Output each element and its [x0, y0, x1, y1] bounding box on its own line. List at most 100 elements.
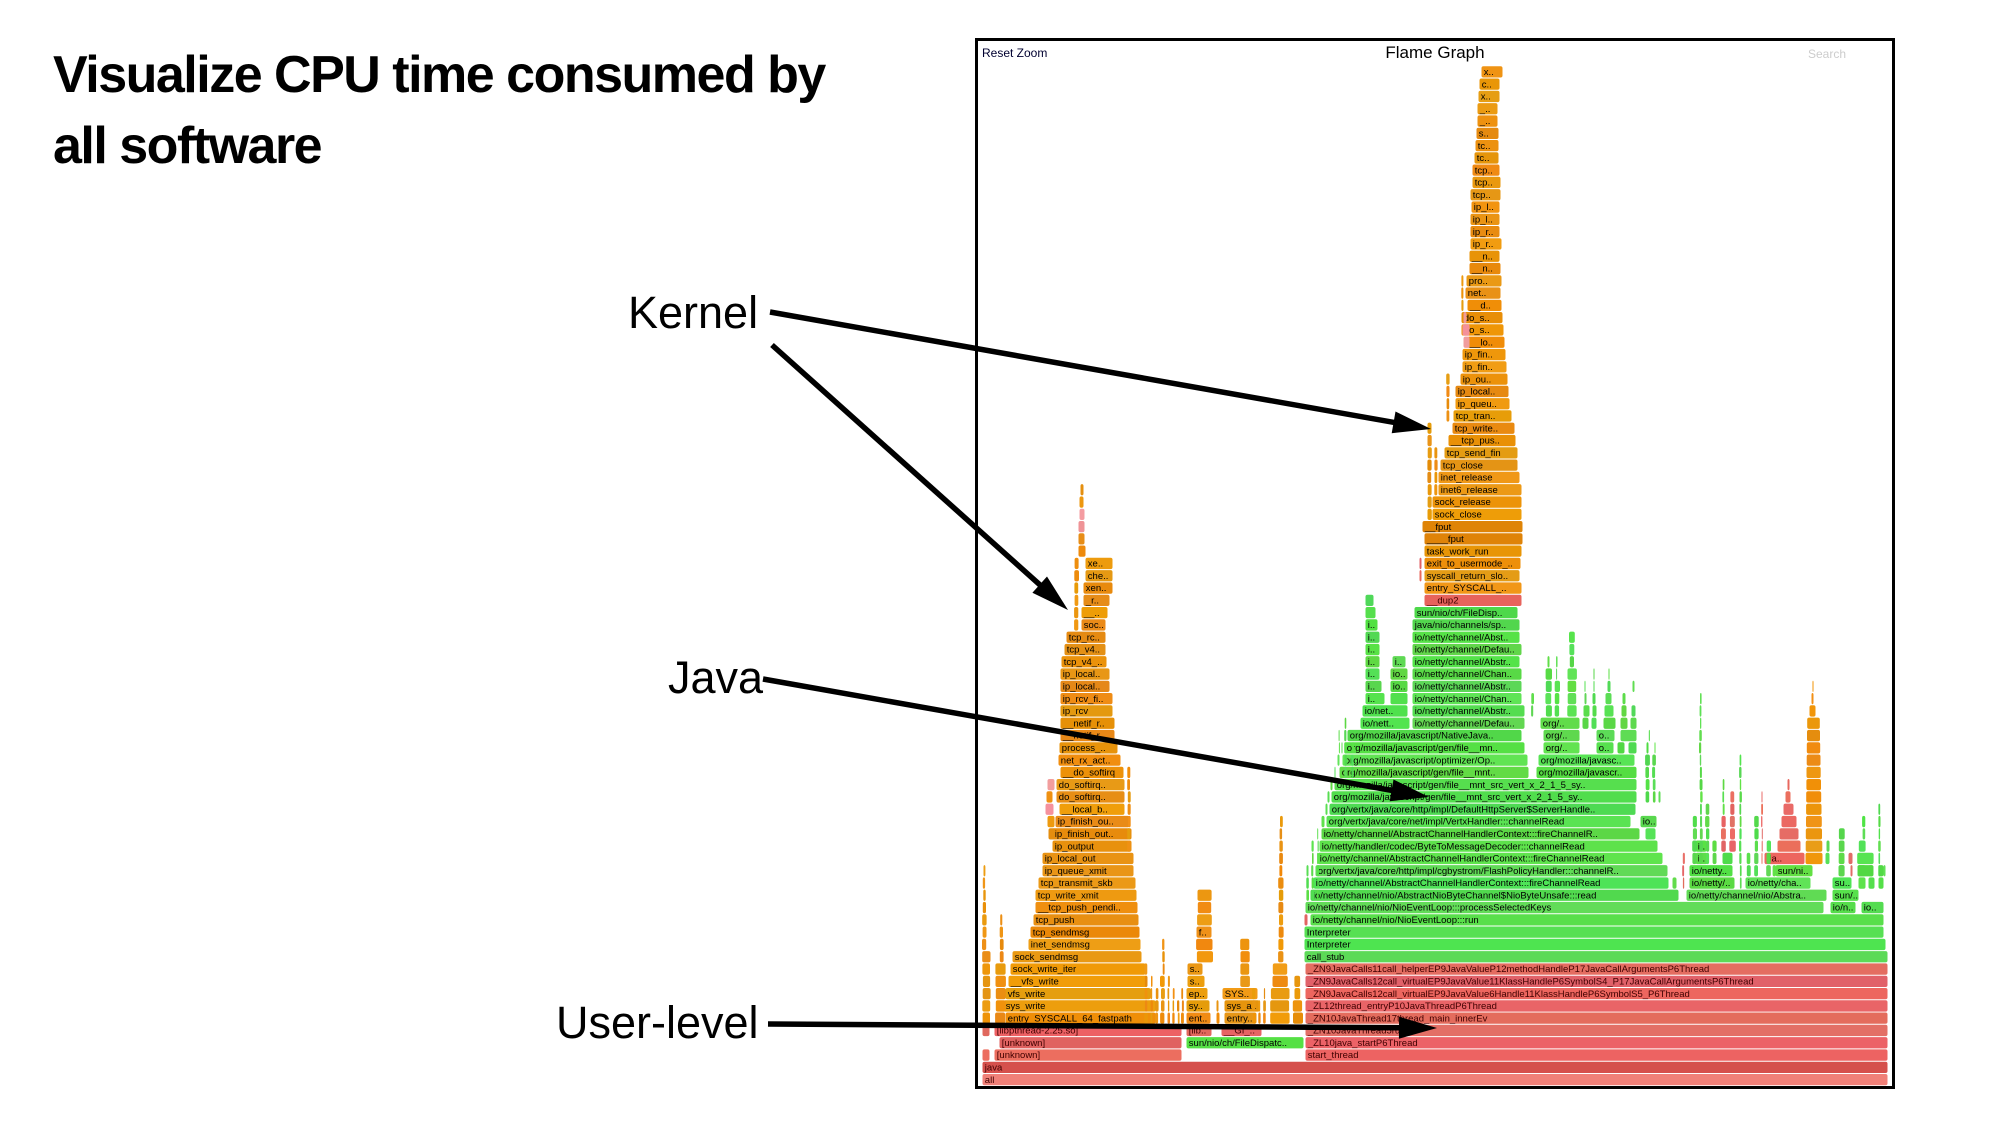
- svg-text:su..: su..: [1835, 878, 1850, 889]
- svg-text:[lib..: [lib..: [1189, 1026, 1206, 1037]
- svg-text:io/netty/channel/Abstr..: io/netty/channel/Abstr..: [1415, 657, 1511, 668]
- svg-text:i..: i..: [1368, 669, 1375, 680]
- svg-text:sock_release: sock_release: [1435, 497, 1491, 508]
- svg-text:vfs_write: vfs_write: [1008, 989, 1045, 1000]
- svg-text:org/mozilla/javascript/gen/fil: org/mozilla/javascript/gen/file__mnt..: [1342, 768, 1496, 779]
- svg-text:[libpthread-2.25.so]: [libpthread-2.25.so]: [997, 1026, 1078, 1037]
- svg-text:Reset Zoom: Reset Zoom: [982, 46, 1047, 60]
- svg-text:_ZL10java_startP6Thread: _ZL10java_startP6Thread: [1307, 1038, 1418, 1049]
- svg-text:sock_write_iter: sock_write_iter: [1013, 964, 1076, 975]
- svg-text:ip_l..: ip_l..: [1474, 202, 1494, 213]
- svg-text:io/netty/channel/nio/NioEventL: io/netty/channel/nio/NioEventLoop:::proc…: [1308, 903, 1552, 914]
- svg-text:org/vertx/java/core/net/impl/V: org/vertx/java/core/net/impl/VertxHandle…: [1329, 817, 1565, 828]
- svg-text:tcp_transmit_skb: tcp_transmit_skb: [1041, 878, 1113, 889]
- svg-text:ent..: ent..: [1189, 1013, 1208, 1024]
- svg-text:ip_r..: ip_r..: [1473, 239, 1494, 250]
- svg-text:SYS..: SYS..: [1225, 989, 1249, 1000]
- svg-text:io/n..: io/n..: [1833, 903, 1854, 914]
- svg-text:_r..: _r..: [1085, 596, 1099, 607]
- svg-text:tcp_rc..: tcp_rc..: [1069, 632, 1100, 643]
- svg-text:org/..: org/..: [1546, 743, 1568, 754]
- svg-text:i..: i..: [1395, 657, 1402, 668]
- svg-text:sun/nio/ch/FileDisp..: sun/nio/ch/FileDisp..: [1417, 608, 1503, 619]
- svg-text:net..: net..: [1468, 288, 1487, 299]
- svg-text:tc..: tc..: [1478, 141, 1491, 152]
- svg-text:io/netty/channel/nio/NioEventL: io/netty/channel/nio/NioEventLoop:::run: [1313, 915, 1479, 926]
- svg-text:_..: _..: [1479, 116, 1491, 127]
- svg-text:__d..: __d..: [1469, 301, 1491, 312]
- svg-text:__vfs_write: __vfs_write: [1010, 977, 1059, 988]
- svg-text:x..: x..: [1484, 67, 1494, 78]
- svg-text:entry_SYSCALL_64_fastpath: entry_SYSCALL_64_fastpath: [1008, 1013, 1132, 1024]
- svg-text:ip_fin..: ip_fin..: [1465, 350, 1493, 361]
- svg-text:io/netty/channel/Defau..: io/netty/channel/Defau..: [1415, 645, 1515, 656]
- svg-text:ip_fin..: ip_fin..: [1465, 362, 1493, 373]
- svg-text:__fput: __fput: [1424, 522, 1452, 533]
- svg-text:inet_sendmsg: inet_sendmsg: [1031, 940, 1090, 951]
- svg-text:ip_local..: ip_local..: [1063, 669, 1101, 680]
- svg-text:java/nio/channels/sp..: java/nio/channels/sp..: [1414, 620, 1506, 631]
- svg-text:____fput: ____fput: [1426, 534, 1464, 545]
- svg-text:io..: io..: [1393, 682, 1406, 693]
- svg-text:org/mozilla/javascr..: org/mozilla/javascr..: [1539, 768, 1622, 779]
- svg-text:__do_softirq: __do_softirq: [1062, 768, 1115, 779]
- svg-text:tcp_write..: tcp_write..: [1455, 423, 1498, 434]
- svg-text:[unknown]: [unknown]: [997, 1050, 1040, 1061]
- svg-text:pro..: pro..: [1469, 276, 1488, 287]
- svg-text:Ja..: Ja..: [1767, 854, 1782, 865]
- svg-text:ip_queu..: ip_queu..: [1458, 399, 1497, 410]
- svg-text:io/netty..: io/netty..: [1692, 866, 1727, 877]
- svg-text:ip_output: ip_output: [1055, 841, 1094, 852]
- svg-text:org/vertx/java/core/http/impl/: org/vertx/java/core/http/impl/DefaultHtt…: [1332, 804, 1595, 815]
- svg-text:tc..: tc..: [1477, 153, 1490, 164]
- svg-text:_..: _..: [1479, 104, 1491, 115]
- svg-text:ep..: ep..: [1189, 989, 1205, 1000]
- svg-text:all: all: [985, 1075, 995, 1086]
- svg-text:Interpreter: Interpreter: [1307, 927, 1351, 938]
- svg-text:tcp_close: tcp_close: [1443, 460, 1483, 471]
- svg-text:ip_r..: ip_r..: [1473, 227, 1494, 238]
- svg-text:xen..: xen..: [1086, 583, 1107, 594]
- svg-text:soc..: soc..: [1084, 620, 1104, 631]
- svg-text:io/netty/cha..: io/netty/cha..: [1748, 878, 1802, 889]
- svg-text:i..: i..: [1368, 657, 1375, 668]
- svg-text:__n..: __n..: [1471, 264, 1493, 275]
- svg-text:sock_sendmsg: sock_sendmsg: [1015, 952, 1078, 963]
- svg-text:_ZL12thread_entryP10JavaThread: _ZL12thread_entryP10JavaThreadP6Thread: [1307, 1001, 1497, 1012]
- svg-text:ip_l..: ip_l..: [1473, 215, 1493, 226]
- svg-text:io/net..: io/net..: [1365, 706, 1394, 717]
- svg-text:__n..: __n..: [1471, 251, 1493, 262]
- svg-text:_ZN9JavaCalls12call_virtualEP9: _ZN9JavaCalls12call_virtualEP9JavaValue6…: [1307, 989, 1690, 1000]
- svg-text:io/netty/channel/Abstr..: io/netty/channel/Abstr..: [1415, 706, 1511, 717]
- svg-text:che..: che..: [1088, 571, 1109, 582]
- svg-text:org/mozilla/javascript/NativeJ: org/mozilla/javascript/NativeJava..: [1350, 731, 1494, 742]
- svg-text:tcp_v4_..: tcp_v4_..: [1064, 657, 1103, 668]
- svg-text:start_thread: start_thread: [1308, 1050, 1359, 1061]
- svg-text:entry_SYSCALL_..: entry_SYSCALL_..: [1427, 583, 1507, 594]
- svg-text:org/..: org/..: [1543, 718, 1565, 729]
- svg-text:call_stub: call_stub: [1307, 952, 1345, 963]
- svg-text:i..: i..: [1368, 694, 1375, 705]
- svg-text:io/nett..: io/nett..: [1363, 718, 1394, 729]
- svg-text:f..: f..: [1199, 927, 1207, 938]
- svg-text:org/mozilla/javascript/gen/fil: org/mozilla/javascript/gen/file__mnt_src…: [1334, 792, 1583, 803]
- svg-text:i..: i..: [1368, 682, 1375, 693]
- svg-text:inet_release: inet_release: [1441, 473, 1493, 484]
- svg-text:Search: Search: [1808, 47, 1846, 61]
- svg-text:ip_finish_out..: ip_finish_out..: [1055, 829, 1114, 840]
- svg-text:ip_rcv_fi..: ip_rcv_fi..: [1063, 694, 1104, 705]
- svg-text:_ZN9JavaCalls12call_virtualEP9: _ZN9JavaCalls12call_virtualEP9JavaValue1…: [1307, 977, 1754, 988]
- svg-text:org/mozilla/javascript/optimiz: org/mozilla/javascript/optimizer/Op..: [1345, 755, 1495, 766]
- svg-text:__tcp_pus..: __tcp_pus..: [1450, 436, 1500, 447]
- svg-text:io/netty/channel/AbstractChann: io/netty/channel/AbstractChannelHandlerC…: [1324, 829, 1598, 840]
- svg-text:syscall_return_slo..: syscall_return_slo..: [1427, 571, 1508, 582]
- svg-text:io/netty/channel/AbstractChann: io/netty/channel/AbstractChannelHandlerC…: [1316, 878, 1601, 889]
- svg-text:io..: io..: [1393, 669, 1406, 680]
- svg-text:__tcp_push_pendi..: __tcp_push_pendi..: [1037, 903, 1121, 914]
- svg-text:exit_to_usermode_..: exit_to_usermode_..: [1427, 559, 1513, 570]
- svg-text:x..: x..: [1481, 92, 1491, 103]
- svg-text:[unknown]: [unknown]: [1002, 1038, 1045, 1049]
- svg-text:ip_local..: ip_local..: [1063, 682, 1101, 693]
- svg-text:org/mozilla/javascript/gen/fil: org/mozilla/javascript/gen/file__mn..: [1347, 743, 1498, 754]
- svg-text:__..: __..: [1083, 608, 1100, 619]
